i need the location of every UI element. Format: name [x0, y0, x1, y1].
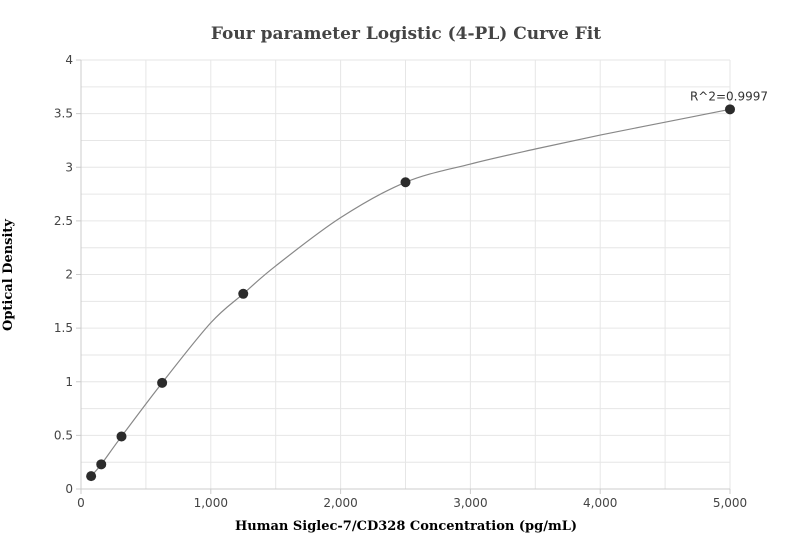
y-tick-label: 0.5	[54, 428, 73, 442]
y-ticks: 0 0.5 1 1.5 2 2.5 3 3.5 4	[54, 53, 81, 496]
r-squared-annotation: R^2=0.9997	[690, 89, 768, 103]
y-tick-label: 2.5	[54, 214, 73, 228]
y-tick-label: 1	[65, 375, 73, 389]
x-tick-label: 0	[77, 496, 85, 510]
x-ticks: 0 1,000 2,000 3,000 4,000 5,000	[77, 489, 747, 510]
data-point	[96, 459, 107, 470]
data-points	[86, 104, 735, 482]
data-point	[238, 288, 249, 299]
y-axis-title: Optical Density	[1, 219, 16, 331]
y-tick-label: 1.5	[54, 321, 73, 335]
y-tick-label: 0	[65, 482, 73, 496]
y-tick-label: 4	[65, 53, 73, 67]
y-tick-label: 3.5	[54, 107, 73, 121]
fit-curve	[90, 108, 731, 477]
x-tick-label: 4,000	[583, 496, 617, 510]
data-point	[157, 377, 168, 388]
y-tick-label: 2	[65, 268, 73, 282]
x-tick-label: 1,000	[194, 496, 228, 510]
y-tick-label: 3	[65, 160, 73, 174]
x-axis-title: Human Siglec-7/CD328 Concentration (pg/m…	[235, 519, 577, 534]
grid	[80, 59, 731, 490]
x-tick-label: 3,000	[453, 496, 487, 510]
x-tick-label: 2,000	[323, 496, 357, 510]
data-point	[725, 104, 735, 115]
data-point	[116, 431, 127, 442]
data-point	[400, 177, 411, 188]
chart-title: Four parameter Logistic (4-PL) Curve Fit	[211, 24, 601, 44]
x-tick-label: 5,000	[713, 496, 747, 510]
data-point	[86, 471, 97, 482]
